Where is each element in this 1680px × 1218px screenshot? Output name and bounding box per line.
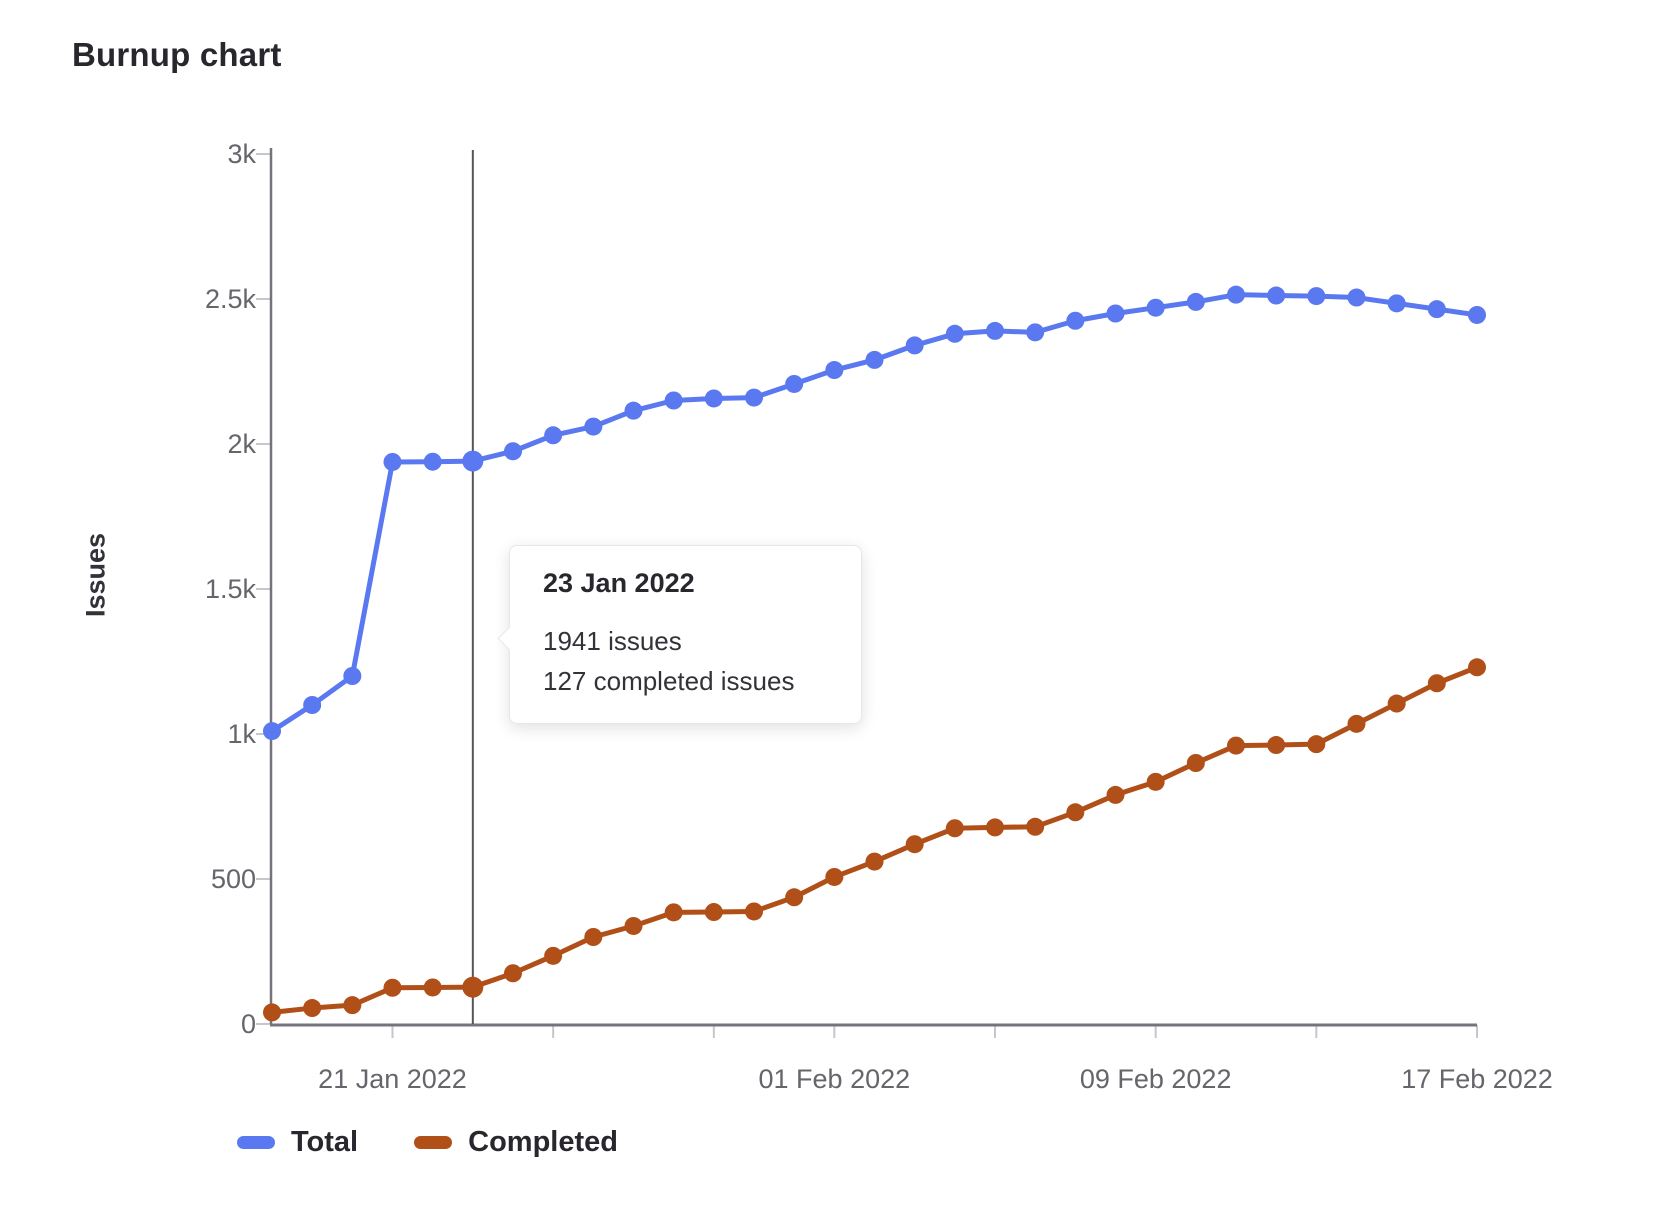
total-data-point[interactable] — [1106, 304, 1125, 323]
total-data-point[interactable] — [1387, 294, 1406, 313]
completed-data-point[interactable] — [905, 835, 924, 854]
x-tick-label: 21 Jan 2022 — [318, 1064, 467, 1094]
y-tick-label: 500 — [210, 864, 256, 894]
x-tick-label: 17 Feb 2022 — [1401, 1064, 1553, 1094]
total-data-point[interactable] — [1427, 300, 1446, 319]
completed-series-swatch-icon — [414, 1135, 453, 1149]
legend-label-total: Total — [291, 1126, 359, 1158]
total-data-point[interactable] — [825, 361, 844, 380]
total-data-point[interactable] — [1468, 305, 1486, 324]
total-data-point[interactable] — [462, 450, 484, 472]
hover-tooltip: 23 Jan 2022 1941 issues 127 completed is… — [497, 545, 862, 724]
y-tick-label: 1k — [227, 719, 256, 749]
legend-item-total[interactable]: Total — [237, 1124, 358, 1160]
page-title: Burnup chart — [72, 36, 282, 73]
completed-series-line[interactable] — [269, 664, 1480, 1015]
completed-data-point[interactable] — [986, 818, 1004, 837]
completed-data-point[interactable] — [1146, 772, 1165, 791]
completed-data-point[interactable] — [624, 916, 643, 935]
total-data-point[interactable] — [1186, 292, 1205, 311]
completed-data-point[interactable] — [1387, 694, 1406, 713]
tooltip-total-issues: 1941 issues — [543, 626, 682, 656]
completed-data-point[interactable] — [704, 903, 723, 922]
completed-data-point[interactable] — [343, 996, 362, 1015]
completed-data-point[interactable] — [263, 1003, 281, 1022]
completed-data-point[interactable] — [544, 946, 563, 965]
y-tick-label: 2.5k — [204, 284, 256, 314]
y-axis-title: Issues — [80, 532, 111, 618]
completed-data-point[interactable] — [945, 819, 964, 838]
completed-data-point[interactable] — [1267, 736, 1286, 755]
x-tick-label: 09 Feb 2022 — [1079, 1064, 1232, 1094]
y-tick-label: 1.5k — [204, 574, 256, 604]
total-data-point[interactable] — [1227, 285, 1245, 304]
total-data-point[interactable] — [504, 442, 522, 461]
total-data-point[interactable] — [745, 388, 763, 407]
total-data-point[interactable] — [905, 336, 924, 355]
total-data-point[interactable] — [423, 452, 442, 471]
completed-data-point[interactable] — [1026, 817, 1045, 836]
completed-data-point[interactable] — [423, 978, 442, 997]
total-data-point[interactable] — [986, 321, 1004, 340]
completed-data-point[interactable] — [1347, 714, 1366, 733]
completed-data-point[interactable] — [1066, 803, 1085, 822]
total-data-point[interactable] — [664, 391, 683, 410]
total-data-point[interactable] — [785, 374, 804, 393]
total-data-point[interactable] — [1347, 288, 1366, 307]
completed-data-point[interactable] — [584, 928, 603, 946]
completed-data-point[interactable] — [1106, 785, 1125, 804]
y-tick-label: 0 — [240, 1009, 256, 1039]
tooltip-completed-issues: 127 completed issues — [543, 666, 795, 696]
y-tick-label: 3k — [227, 139, 256, 169]
completed-data-point[interactable] — [303, 999, 322, 1018]
total-data-point[interactable] — [624, 401, 643, 420]
total-data-point[interactable] — [343, 667, 362, 685]
completed-data-point[interactable] — [825, 867, 844, 886]
total-data-point[interactable] — [1026, 323, 1045, 342]
completed-data-point[interactable] — [383, 978, 402, 997]
completed-data-point[interactable] — [865, 852, 884, 871]
completed-data-point[interactable] — [664, 903, 683, 922]
total-data-point[interactable] — [945, 324, 964, 343]
legend-label-completed: Completed — [468, 1126, 618, 1158]
total-data-point[interactable] — [704, 389, 723, 408]
completed-data-point[interactable] — [1427, 674, 1446, 693]
total-data-point[interactable] — [263, 722, 281, 741]
total-data-point[interactable] — [303, 696, 322, 714]
total-data-point[interactable] — [1307, 287, 1326, 306]
legend-item-completed[interactable]: Completed — [414, 1124, 618, 1160]
completed-data-point[interactable] — [1227, 736, 1245, 755]
completed-data-point[interactable] — [1307, 735, 1326, 754]
total-series-swatch-icon — [237, 1135, 275, 1149]
total-data-point[interactable] — [584, 417, 603, 436]
chart-legend: Total Completed — [237, 1124, 618, 1160]
total-data-point[interactable] — [383, 452, 402, 471]
x-tick-label: 01 Feb 2022 — [758, 1064, 911, 1094]
completed-data-point[interactable] — [785, 888, 804, 907]
y-tick-label: 2k — [227, 429, 256, 459]
total-data-point[interactable] — [544, 426, 563, 445]
total-data-point[interactable] — [1267, 286, 1286, 305]
completed-data-point[interactable] — [462, 976, 484, 998]
total-data-point[interactable] — [1146, 298, 1165, 317]
completed-data-point[interactable] — [1186, 754, 1205, 772]
total-data-point[interactable] — [865, 350, 884, 369]
completed-data-point[interactable] — [504, 964, 522, 983]
tooltip-date: 23 Jan 2022 — [543, 568, 695, 598]
completed-data-point[interactable] — [1468, 658, 1486, 677]
completed-data-point[interactable] — [745, 902, 763, 921]
total-data-point[interactable] — [1066, 311, 1085, 330]
